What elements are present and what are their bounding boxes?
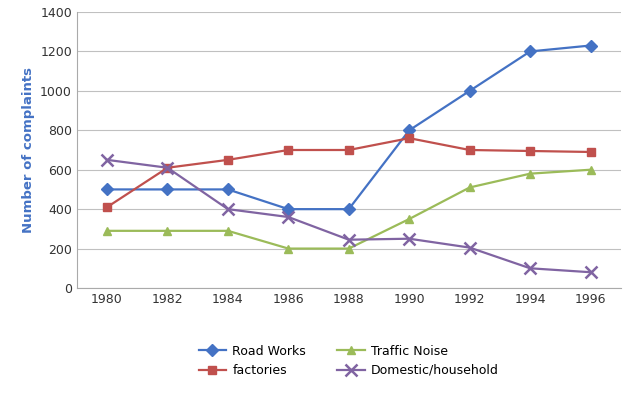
- factories: [587, 150, 595, 154]
- Traffic Noise: [224, 228, 232, 233]
- factories: [405, 136, 413, 140]
- Domestic/household: [587, 270, 595, 275]
- factories: [164, 165, 172, 170]
- factories: [466, 148, 474, 152]
- Line: factories: factories: [103, 134, 595, 211]
- Domestic/household: [345, 237, 353, 242]
- Road Works: [526, 49, 534, 54]
- Traffic Noise: [405, 217, 413, 222]
- Traffic Noise: [526, 171, 534, 176]
- Domestic/household: [466, 245, 474, 250]
- Traffic Noise: [587, 167, 595, 172]
- factories: [285, 148, 292, 152]
- Domestic/household: [164, 165, 172, 170]
- Legend: Road Works, factories, Traffic Noise, Domestic/household: Road Works, factories, Traffic Noise, Do…: [193, 338, 505, 383]
- Road Works: [164, 187, 172, 192]
- Traffic Noise: [164, 228, 172, 233]
- Domestic/household: [405, 236, 413, 241]
- Road Works: [587, 43, 595, 48]
- factories: [103, 205, 111, 210]
- factories: [224, 158, 232, 162]
- Y-axis label: Number of complaints: Number of complaints: [22, 67, 35, 233]
- factories: [345, 148, 353, 152]
- Road Works: [466, 88, 474, 93]
- Line: Road Works: Road Works: [103, 41, 595, 213]
- Traffic Noise: [103, 228, 111, 233]
- Traffic Noise: [345, 246, 353, 251]
- Line: Traffic Noise: Traffic Noise: [103, 166, 595, 253]
- Road Works: [285, 207, 292, 212]
- Road Works: [103, 187, 111, 192]
- Domestic/household: [526, 266, 534, 271]
- Domestic/household: [285, 215, 292, 220]
- Line: Domestic/household: Domestic/household: [102, 154, 596, 278]
- Domestic/household: [224, 207, 232, 212]
- Road Works: [345, 207, 353, 212]
- Road Works: [224, 187, 232, 192]
- Domestic/household: [103, 158, 111, 162]
- factories: [526, 148, 534, 153]
- Road Works: [405, 128, 413, 133]
- Traffic Noise: [285, 246, 292, 251]
- Traffic Noise: [466, 185, 474, 190]
